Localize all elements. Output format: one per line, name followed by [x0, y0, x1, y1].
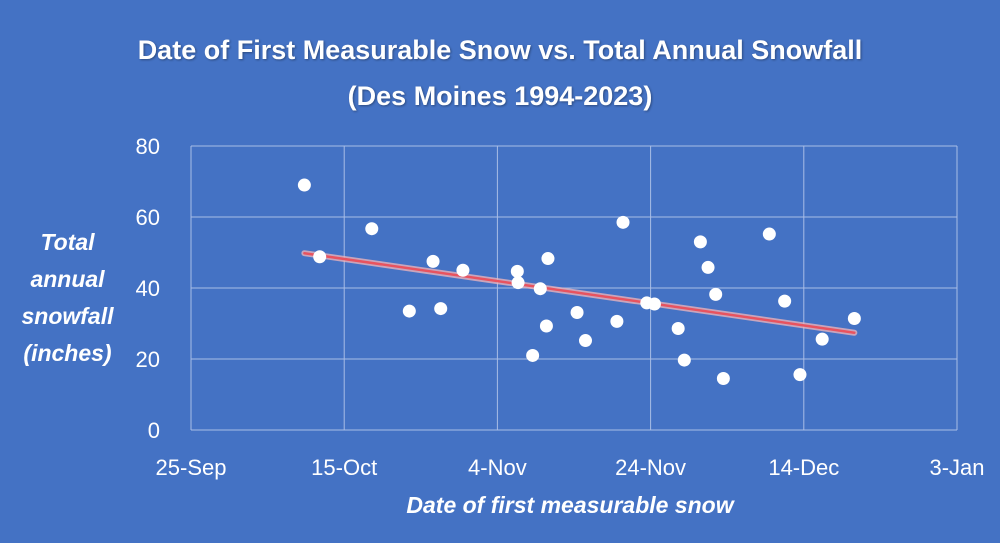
data-point [426, 254, 440, 268]
y-axis-label-line: snowfall [21, 303, 114, 329]
data-point [578, 334, 592, 348]
x-tick-label: 24-Nov [615, 455, 686, 480]
x-tick-label: 15-Oct [311, 455, 377, 480]
data-point [533, 282, 547, 296]
data-point [701, 260, 715, 274]
data-point [815, 332, 829, 346]
data-point [365, 222, 379, 236]
y-tick-label: 40 [136, 276, 160, 301]
data-point [762, 227, 776, 241]
data-point [402, 304, 416, 318]
trendline [303, 251, 856, 334]
data-point [778, 294, 792, 308]
data-point [526, 348, 540, 362]
data-point [570, 305, 584, 319]
y-tick-label: 80 [136, 134, 160, 159]
data-point [677, 353, 691, 367]
data-point [847, 312, 861, 326]
x-tick-label: 14-Dec [768, 455, 839, 480]
x-axis-label: Date of first measurable snow [406, 492, 734, 518]
chart-subtitle: (Des Moines 1994-2023) [347, 81, 653, 111]
x-tick-label: 4-Nov [468, 455, 527, 480]
data-point [511, 276, 525, 290]
data-point [616, 215, 630, 229]
data-point [456, 263, 470, 277]
data-point [434, 302, 448, 316]
data-point [539, 319, 553, 333]
data-point [647, 297, 661, 311]
y-axis-label: Total annual snowfall (inches) [0, 224, 135, 372]
y-tick-label: 0 [148, 418, 160, 443]
data-point [313, 250, 327, 264]
data-point [709, 287, 723, 301]
x-tick-label: 3-Jan [929, 455, 984, 480]
data-point [793, 368, 807, 382]
y-axis-label-line: Total [40, 229, 95, 255]
data-point [510, 264, 524, 278]
data-point [671, 321, 685, 335]
y-tick-label: 20 [136, 347, 160, 372]
y-axis-label-line: annual [30, 266, 105, 292]
data-point [297, 178, 311, 192]
data-point [541, 252, 555, 266]
y-axis-label-line: (inches) [23, 340, 112, 366]
x-tick-label: 25-Sep [156, 455, 227, 480]
data-point [716, 372, 730, 386]
y-tick-label: 60 [136, 205, 160, 230]
chart-title: Date of First Measurable Snow vs. Total … [137, 35, 863, 65]
data-point [693, 235, 707, 249]
data-point [610, 314, 624, 328]
